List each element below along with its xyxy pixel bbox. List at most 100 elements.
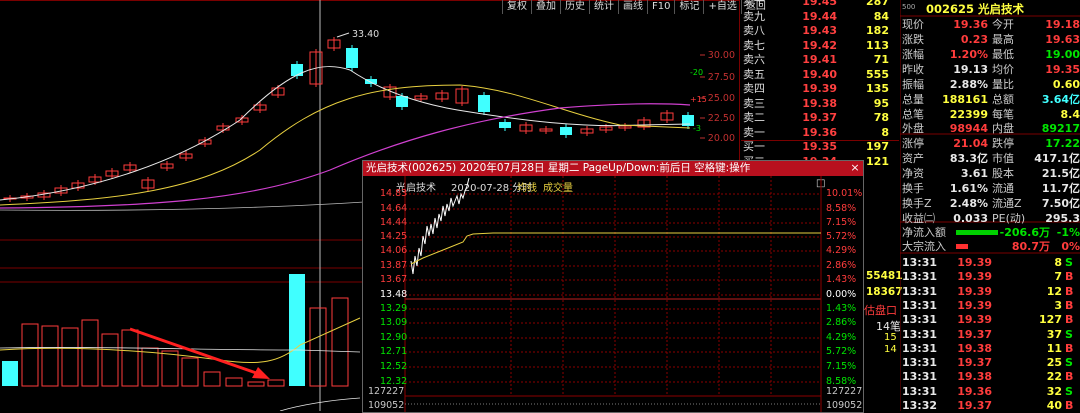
quote-value: 1.61% [949, 182, 988, 195]
volume-bar-up [21, 323, 39, 387]
quote-key: 最低 [992, 48, 1014, 61]
orderbook-price: 19.41 [802, 53, 837, 66]
toolbar-item[interactable]: 复权 [502, 0, 531, 14]
quote-key: 最高 [992, 33, 1014, 46]
tick-row[interactable]: 13:32 19.37 40 B [902, 399, 1080, 413]
toolbar-item[interactable]: F10 [647, 0, 674, 14]
orderbook-volume: 121 [866, 154, 889, 168]
intraday-canvas[interactable] [363, 176, 863, 412]
quote-row: 现价 19.36 今开 19.18 [902, 17, 1080, 32]
quote-value: 417.1亿 [1034, 152, 1080, 165]
orderbook-row[interactable]: 卖七 19.42 113 [743, 39, 900, 54]
orderbook-divider [741, 140, 899, 141]
quote-value: 98944 [949, 122, 988, 135]
popup-titlebar[interactable]: 光启技术(002625) 2020年07月28日 星期二 PageUp/Down… [363, 161, 863, 176]
orderbook-row[interactable]: 卖八 19.43 182 [743, 24, 900, 39]
quote-key: 净资 [902, 167, 924, 180]
price-tick-label: 13.67 [380, 274, 408, 285]
popup-date: 2020-07-28 分时 [451, 183, 533, 194]
quote-value: 0.60 [1052, 78, 1080, 91]
y-tick-label: 20.00 [708, 133, 735, 144]
tick-volume: 32 [1046, 384, 1062, 398]
quote-key: 量比 [992, 78, 1014, 91]
side-label: -3 [693, 124, 701, 133]
vol-ma2-line [0, 347, 361, 353]
quote-row: 昨收 19.13 均价 19.35 [902, 62, 1080, 77]
quote-value: 19.35 [1045, 63, 1080, 76]
quote-row: 资产 83.3亿 市值 417.1亿 [902, 151, 1080, 166]
avg-legend: 均线 [517, 183, 537, 194]
orderbook-row[interactable]: 卖九 19.44 84 [743, 10, 900, 25]
popup-title: 光启技术(002625) 2020年07月28日 星期二 PageUp/Down… [366, 162, 751, 174]
orderbook-row[interactable]: 卖一 19.36 8 [743, 126, 900, 141]
orderbook-row[interactable]: 卖十 19.45 287 [743, 0, 900, 10]
quote-key: 总笔 [902, 108, 924, 121]
orderbook-row[interactable]: 卖三 19.38 95 [743, 97, 900, 112]
flow-value: 80.7万 [1011, 240, 1050, 253]
tick-direction: S [1065, 384, 1073, 398]
orderbook-price: 19.37 [802, 111, 837, 124]
volume-bar-up [121, 329, 139, 387]
orderbook-row[interactable]: 卖五 19.40 555 [743, 68, 900, 83]
quote-lines [900, 0, 1080, 411]
orderbook-row[interactable]: 卖四 19.39 135 [743, 82, 900, 97]
volume-bar-up [61, 327, 79, 387]
tick-price: 19.37 [957, 327, 992, 341]
quote-key: 跌停 [992, 137, 1014, 150]
tick-time: 13:31 [902, 370, 938, 384]
quote-key: PE(动) [992, 212, 1026, 225]
orderbook-label: 卖九 [743, 9, 765, 23]
toolbar-item[interactable]: 历史 [560, 0, 589, 14]
quote-value: 11.7亿 [1041, 182, 1080, 195]
chart-toolbar: 复权 叠加 历史 统计 画线 F10 标记 +自选 返回 [502, 0, 770, 14]
price-tick-label: 13.29 [380, 303, 408, 314]
tick-row[interactable]: 13:31 19.39 12 B [902, 285, 1080, 299]
arrow-head [252, 367, 270, 379]
tick-row[interactable]: 13:31 19.38 22 B [902, 370, 1080, 384]
quote-value: 0.23 [960, 33, 988, 46]
tick-row[interactable]: 13:31 19.36 32 S [902, 385, 1080, 399]
y-tick-label: 22.50 [708, 113, 735, 124]
orderbook-row[interactable]: 买一 19.35 197 [743, 140, 900, 155]
tick-row[interactable]: 13:31 19.39 8 S [902, 256, 1080, 270]
orderbook-volume: 113 [866, 38, 889, 52]
orderbook-row[interactable]: 卖二 19.37 78 [743, 111, 900, 126]
toolbar-item[interactable]: 叠加 [531, 0, 560, 14]
tick-row[interactable]: 13:31 19.38 11 B [902, 342, 1080, 356]
quote-value: 17.22 [1045, 137, 1080, 150]
toolbar-item[interactable]: 标记 [674, 0, 703, 14]
tick-volume: 40 [1046, 399, 1062, 412]
toolbar-item[interactable]: 画线 [618, 0, 647, 14]
quote-row: 换手Z 2.48% 流通Z 7.50亿 [902, 196, 1080, 211]
quote-value: 8.4 [1060, 108, 1080, 121]
orderbook-price: 19.40 [802, 67, 837, 81]
intraday-popup[interactable]: 光启技术(002625) 2020年07月28日 星期二 PageUp/Down… [362, 160, 864, 413]
partial-text-3: 15 [884, 332, 897, 343]
tick-time: 13:31 [902, 384, 938, 398]
tick-row[interactable]: 13:31 19.39 7 B [902, 270, 1080, 284]
orderbook-label: 卖五 [743, 67, 765, 81]
orderbook-label: 卖六 [743, 53, 765, 66]
kline-canvas[interactable]: 30.00 27.50 25.00 22.50 20.00 33.40 -20 +15 -3 [0, 0, 740, 411]
quote-value: 1.20% [949, 48, 988, 61]
volume-bar-up [331, 297, 349, 387]
kline-chart[interactable]: 30.00 27.50 25.00 22.50 20.00 33.40 -20 +15 -3 [0, 0, 740, 411]
tick-row[interactable]: 13:31 19.39 3 B [902, 299, 1080, 313]
toolbar-item[interactable]: +自选 [703, 0, 740, 14]
quote-key: 涨停 [902, 137, 924, 150]
close-icon[interactable]: × [850, 161, 860, 174]
orderbook-label: 卖三 [743, 96, 765, 110]
orderbook-volume: 555 [866, 67, 889, 81]
orderbook-row[interactable]: 卖六 19.41 71 [743, 53, 900, 68]
orderbook-label: 卖二 [743, 111, 765, 124]
toolbar-item[interactable]: 返回 [740, 0, 770, 14]
quote-value: 21.5亿 [1041, 167, 1080, 180]
tick-row[interactable]: 13:31 19.37 25 S [902, 356, 1080, 370]
tick-volume: 7 [1054, 270, 1062, 284]
orderbook-price: 19.38 [802, 96, 837, 110]
tick-row[interactable]: 13:31 19.37 37 S [902, 328, 1080, 342]
volume-bar-up [267, 379, 285, 387]
toolbar-item[interactable]: 统计 [589, 0, 618, 14]
volume-bar-up [203, 371, 221, 387]
tick-row[interactable]: 13:31 19.39 127 B [902, 313, 1080, 327]
